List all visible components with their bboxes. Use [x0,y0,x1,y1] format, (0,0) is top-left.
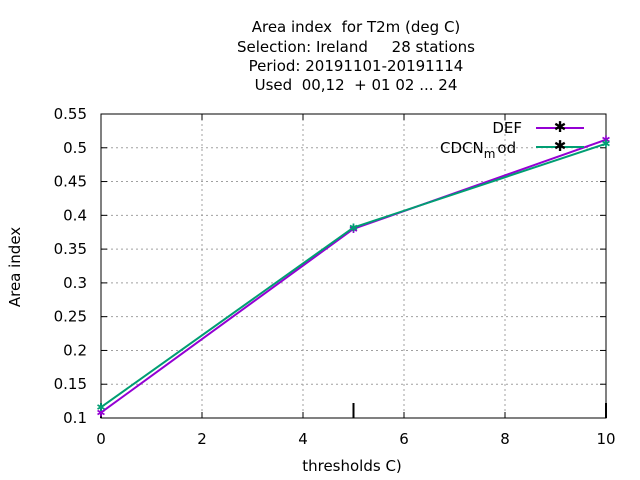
legend-marker-def: ✱ [554,118,567,136]
y-tick-label: 0.45 [54,173,87,191]
data-point: ✱ [349,223,358,236]
y-tick-label: 0.15 [54,375,87,393]
legend-marker-cdcnmod: ✱ [554,137,567,155]
title-line-3: Period: 20191101-20191114 [248,57,464,75]
data-point: ✱ [96,407,105,420]
series-1: ✱ ✱ ✱ [96,138,610,414]
y-tick-label: 0.1 [63,409,87,427]
grid-lines [101,114,606,418]
x-tick-label: 2 [197,430,207,448]
data-point: ✱ [349,221,358,234]
plot-frame [100,113,607,419]
x-tick-label: 10 [596,430,615,448]
legend-label-sub: m [484,147,496,161]
y-axis-label: Area index [6,227,24,307]
data-point: ✱ [601,138,610,151]
y-tick-label: 0.3 [63,274,87,292]
data-point: ✱ [601,134,610,147]
x-tick-label: 0 [96,430,106,448]
y-tick-label: 0.35 [54,240,87,258]
axis-ticks: 0 2 4 6 8 10 0.1 0.15 0.2 0.25 0.3 0.35 0.4 0.45 0.5 0.… [54,105,616,448]
title-line-2: Selection: Ireland 28 stations [237,38,475,56]
y-tick-label: 0.5 [63,139,87,157]
y-tick-label: 0.25 [54,308,87,326]
series-line [100,138,607,414]
y-tick-label: 0.4 [63,206,87,224]
x-tick-label: 4 [298,430,308,448]
title-line-1: Area index for T2m (deg C) [251,18,461,36]
x-tick-label: 8 [500,430,510,448]
series-line [100,142,607,409]
legend: DEF ✱ CDCNm od ✱ [440,118,584,161]
y-tick-label: 0.55 [54,105,87,123]
series-0: ✱✱✱ [96,134,610,420]
y-tick-label: 0.2 [63,341,87,359]
data-point: ✱ [96,401,105,414]
legend-label-cdcnmod: CDCNm od [440,139,516,161]
x-tick-label: 6 [399,430,409,448]
series-layer: ✱✱✱✱✱✱ [96,134,610,420]
legend-label-main: CDCN [440,139,484,157]
title-line-4: Used 00,12 + 01 02 ... 24 [254,76,458,94]
legend-label-def: DEF [492,119,522,137]
x-axis-label: thresholds C) [302,457,402,475]
legend-label-tail: od [497,139,516,157]
